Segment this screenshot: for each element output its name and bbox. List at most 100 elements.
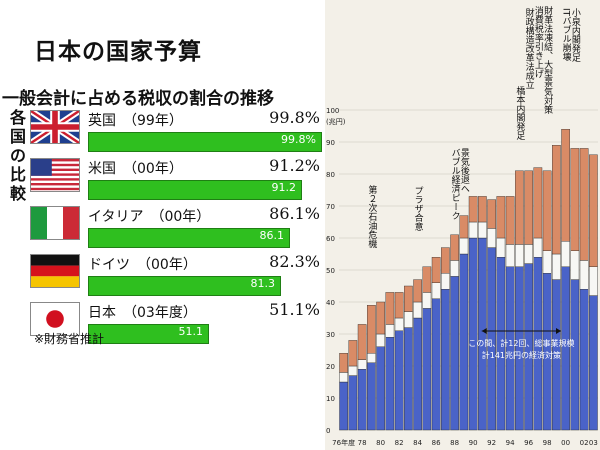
bar-segment-bond xyxy=(533,167,543,239)
bar-segment-bond xyxy=(441,247,450,274)
country-bar-value: 86.1 xyxy=(259,229,285,242)
bar-segment-other xyxy=(339,372,348,383)
y-axis-label: (兆円) xyxy=(326,117,346,126)
budget-chart: 100 90 80 70 60 50 40 30 20 10 0 (兆円) 76年度 78 80 82 84 86… xyxy=(325,0,600,450)
country-year: （03年度） xyxy=(130,305,197,321)
country-year: （00年） xyxy=(157,209,211,225)
bar-segment-other xyxy=(533,237,543,258)
x-tick-label: 90 xyxy=(469,439,478,447)
x-tick-label: 00 xyxy=(561,439,570,447)
x-tick-label: 80 xyxy=(376,439,385,447)
bar-segment-other xyxy=(496,237,506,258)
bar-segment-bond xyxy=(542,170,552,252)
bar-segment-tax xyxy=(459,253,469,431)
bar-segment-bond xyxy=(367,305,376,354)
bar-segment-bond xyxy=(515,170,524,245)
bar-segment-other xyxy=(468,221,478,239)
source-note: ※財務省推計 xyxy=(34,332,105,346)
bar-segment-bond xyxy=(450,234,459,261)
country-row-germany: ドイツ （00年） 82.3% 81.3 xyxy=(30,252,320,300)
country-name: 英国 xyxy=(88,113,116,129)
x-tick-label: 98 xyxy=(543,439,552,447)
bar-segment-other xyxy=(570,250,580,280)
bar-segment-other xyxy=(413,301,422,319)
range-arrow-left-icon xyxy=(481,328,487,334)
bar-segment-other xyxy=(394,317,404,332)
bar-segment-other xyxy=(441,273,450,290)
bar-segment-bond xyxy=(404,285,413,312)
bar-segment-tax xyxy=(404,327,413,431)
bar-segment-tax xyxy=(450,276,459,431)
x-tick-label: 78 xyxy=(358,439,367,447)
bar-segment-other xyxy=(505,244,515,267)
x-tick-label: 02 xyxy=(580,439,589,447)
x-tick-label: 88 xyxy=(450,439,459,447)
bar-segment-bond xyxy=(385,292,395,325)
country-name: イタリア xyxy=(88,209,144,225)
page-subtitle: 一般会計に占める税収の割合の推移 xyxy=(2,89,274,109)
bar-segment-other xyxy=(542,250,552,274)
country-bar xyxy=(88,276,281,296)
country-percent: 99.8% xyxy=(269,108,320,127)
bar-segment-other xyxy=(376,333,385,348)
bar-segment-tax xyxy=(348,375,358,431)
bar-segment-tax xyxy=(468,237,478,431)
event-annotation: 消費税率引き上げ xyxy=(533,5,544,78)
bar-segment-bond xyxy=(496,196,506,239)
us-flag-icon xyxy=(30,158,80,192)
y-tick-label: 0 xyxy=(326,427,330,435)
bar-segment-bond xyxy=(561,128,570,242)
bar-segment-tax xyxy=(579,289,589,431)
country-bar xyxy=(88,324,209,344)
bar-segment-bond xyxy=(505,196,515,245)
event-annotation: 景気後退へ xyxy=(459,148,470,193)
bar-segment-other xyxy=(487,228,496,248)
bar-segment-tax xyxy=(385,337,395,431)
bar-segment-other xyxy=(524,244,533,264)
bar-segment-tax xyxy=(441,289,450,431)
country-row-us: 米国 （00年） 91.2% 91.2 xyxy=(30,156,320,204)
country-bar-value: 51.1 xyxy=(178,325,204,338)
country-bar-value: 81.3 xyxy=(250,277,276,290)
y-tick-label: 100 xyxy=(326,107,339,115)
country-percent: 51.1% xyxy=(269,300,320,319)
event-annotation: 財政構造改革法成立 xyxy=(524,7,535,89)
bar-segment-other xyxy=(450,260,459,277)
chart-note: この間、計12回、総事業規模 xyxy=(468,338,574,348)
bar-segment-other xyxy=(404,311,413,328)
bar-segment-other xyxy=(478,221,487,239)
event-annotation: 第２次石油危機 xyxy=(366,184,377,249)
y-tick-label: 50 xyxy=(326,267,335,275)
country-name: ドイツ xyxy=(88,257,130,273)
bar-segment-other xyxy=(348,365,358,376)
page-title: 日本の国家予算 xyxy=(34,39,202,65)
bar-segment-tax xyxy=(422,308,432,431)
bar-segment-tax xyxy=(570,279,580,431)
y-tick-label: 30 xyxy=(326,331,335,339)
bar-segment-tax xyxy=(376,346,385,431)
x-tick-label: 86 xyxy=(432,439,441,447)
y-tick-label: 60 xyxy=(326,235,335,243)
bar-segment-tax xyxy=(339,381,348,431)
country-label: 英国 （99年） xyxy=(88,110,183,130)
event-annotation: 橋本内閣発足 xyxy=(514,85,525,141)
country-year: （00年） xyxy=(130,161,183,177)
bar-segment-bond xyxy=(589,154,598,268)
germany-flag-icon xyxy=(30,254,80,288)
y-tick-label: 90 xyxy=(326,139,335,147)
bar-segment-other xyxy=(515,244,524,267)
country-bar xyxy=(88,228,290,248)
country-bar-value: 91.2 xyxy=(271,181,297,194)
bar-segment-tax xyxy=(431,298,441,431)
bar-segment-bond xyxy=(579,148,589,261)
country-year: （99年） xyxy=(130,113,183,129)
event-annotation: 財革法凍結、大型景気対策 xyxy=(542,5,553,115)
country-row-japan: 日本 （03年度） 51.1% 51.1 xyxy=(30,300,320,348)
x-tick-label: 96 xyxy=(524,439,533,447)
event-annotation: ITバブル崩壊 xyxy=(561,8,572,62)
bar-segment-bond xyxy=(524,170,533,245)
bar-segment-other xyxy=(431,282,441,299)
country-bar xyxy=(88,132,322,152)
country-year: （00年） xyxy=(144,257,197,273)
y-tick-label: 10 xyxy=(326,395,335,403)
